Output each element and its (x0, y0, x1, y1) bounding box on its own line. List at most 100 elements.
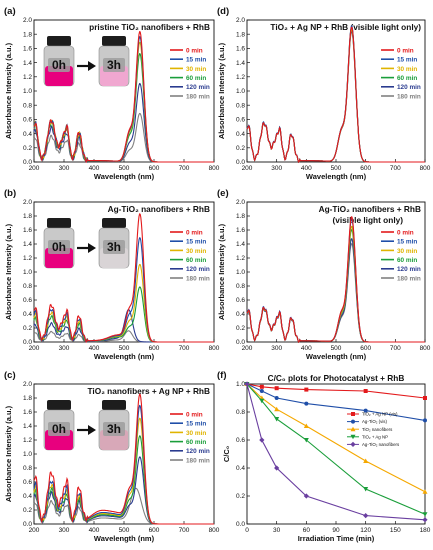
legend-label: 30 min (186, 248, 206, 255)
x-tick-label: 120 (360, 527, 371, 534)
x-tick-label: 500 (331, 345, 342, 352)
y-tick-label: 0.4 (23, 493, 32, 500)
y-axis-label: Absorbance Intensity (a.u.) (217, 223, 226, 320)
vial-time-label: 0h (52, 240, 66, 254)
y-tick-label: 1.2 (236, 255, 245, 262)
legend-label: 120 min (186, 266, 210, 273)
x-tick-label: 600 (149, 165, 160, 172)
y-tick-label: 1.2 (23, 74, 32, 81)
y-tick-label: 0.8 (23, 102, 32, 109)
x-axis-label: Irradiation Time (min) (298, 534, 375, 543)
data-point (351, 419, 355, 424)
y-tick-label: 1.0 (236, 269, 245, 276)
legend-label: TiO₂ + Ag NP (362, 434, 388, 439)
vial-cap (102, 218, 126, 228)
y-tick-label: 0.6 (236, 117, 245, 124)
y-axis-label: Absorbance Intensity (a.u.) (4, 405, 13, 502)
x-tick-label: 800 (209, 345, 220, 352)
legend-label: 180 min (186, 457, 210, 464)
y-tick-label: 0.0 (236, 159, 245, 166)
vial-label-tag (103, 422, 125, 436)
panel-label: (c) (4, 370, 16, 381)
chart-title: TiO₂ nanofibers + Ag NP + RhB (88, 386, 210, 396)
data-point (350, 426, 356, 432)
chart-title: pristine TiO₂ nanofibers + RhB (89, 22, 210, 32)
x-tick-label: 180 (420, 527, 431, 534)
y-tick-label: 2.0 (236, 199, 245, 206)
chart-title: Ag-TiO₂ nanofibers + RhB (108, 204, 210, 214)
data-point (304, 387, 309, 392)
legend-label: Ag-TiO₂ nanofibers (362, 442, 400, 447)
data-point (422, 517, 428, 523)
y-tick-label: 0.2 (236, 325, 245, 332)
series-line (246, 216, 425, 343)
y-tick-label: 0.4 (236, 131, 245, 138)
legend-label: 60 min (186, 75, 206, 82)
series-line (246, 26, 425, 164)
data-point (422, 489, 428, 494)
y-tick-label: 0.8 (236, 409, 245, 416)
series-line (246, 383, 426, 515)
panel-label: (b) (4, 188, 16, 199)
y-tick-label: 0.4 (23, 131, 32, 138)
y-tick-label: 2.0 (236, 17, 245, 24)
data-point (259, 384, 264, 389)
y-tick-label: 1.4 (23, 241, 32, 248)
series-line (246, 383, 426, 493)
x-axis-label: Wavelength (nm) (306, 172, 367, 181)
y-tick-label: 1.4 (236, 241, 245, 248)
data-point (274, 396, 279, 400)
chart-panel-c: 200 300 400 500 600 700 800 0.0 0.2 0.4 0.6 0.8 1.0 1… (4, 370, 220, 543)
x-tick-label: 600 (149, 345, 160, 352)
y-tick-label: 1.4 (236, 60, 245, 67)
data-point (274, 406, 280, 412)
y-tick-label: 2.0 (23, 17, 32, 24)
vial-cap (102, 400, 126, 410)
data-point (363, 389, 368, 393)
x-tick-label: 700 (390, 345, 401, 352)
x-tick-label: 300 (271, 345, 282, 352)
y-tick-label: 1.0 (236, 381, 245, 388)
y-tick-label: 0.4 (23, 311, 32, 318)
x-tick-label: 500 (119, 165, 130, 172)
legend-label: 15 min (397, 239, 417, 246)
vial-before: 0h (43, 400, 75, 451)
data-point (274, 386, 279, 391)
y-tick-label: 1.6 (236, 227, 245, 234)
legend-label: 15 min (186, 57, 206, 64)
data-point (259, 437, 265, 443)
vial-label-tag (103, 240, 125, 254)
y-tick-label: 0.6 (23, 117, 32, 124)
chart-panel-d: 200 300 400 500 600 700 800 0.0 0.2 0.4 0.6 0.8 1.0 1… (217, 6, 431, 181)
chart-panel-a: 200 300 400 500 600 700 800 0.0 0.2 0.4 0.6 0.8 1.0 1… (4, 6, 220, 181)
x-tick-label: 500 (119, 345, 130, 352)
y-tick-label: 1.0 (236, 88, 245, 95)
y-tick-label: 0.2 (236, 145, 245, 152)
vial-cap (47, 400, 71, 410)
y-tick-label: 0.8 (23, 283, 32, 290)
x-tick-label: 400 (89, 165, 100, 172)
chart-panel-f: 0 30 60 90 120 150 180 0.0 0.2 0.4 0.6 0.8 1.0 Irradi… (217, 370, 431, 543)
vial-cap (102, 36, 126, 46)
y-tick-label: 1.8 (236, 213, 245, 220)
x-tick-label: 700 (179, 345, 190, 352)
data-point (274, 465, 280, 471)
x-axis-label: Wavelength (nm) (94, 172, 155, 181)
legend-label: 180 min (397, 275, 421, 282)
data-point (303, 493, 309, 499)
data-point (363, 458, 369, 463)
series-line (246, 383, 426, 521)
x-tick-label: 700 (179, 165, 190, 172)
x-tick-label: 800 (209, 527, 220, 534)
vial-before: 0h (43, 218, 75, 269)
x-tick-label: 800 (209, 165, 220, 172)
panel-label: (d) (217, 6, 229, 17)
y-tick-label: 0.0 (236, 339, 245, 346)
data-point (259, 389, 264, 393)
data-point (363, 408, 368, 413)
x-tick-label: 0 (245, 527, 249, 534)
series-line (33, 456, 214, 525)
legend-label: 60 min (397, 75, 417, 82)
vial-label-tag (103, 58, 125, 72)
y-tick-label: 0.6 (236, 437, 245, 444)
